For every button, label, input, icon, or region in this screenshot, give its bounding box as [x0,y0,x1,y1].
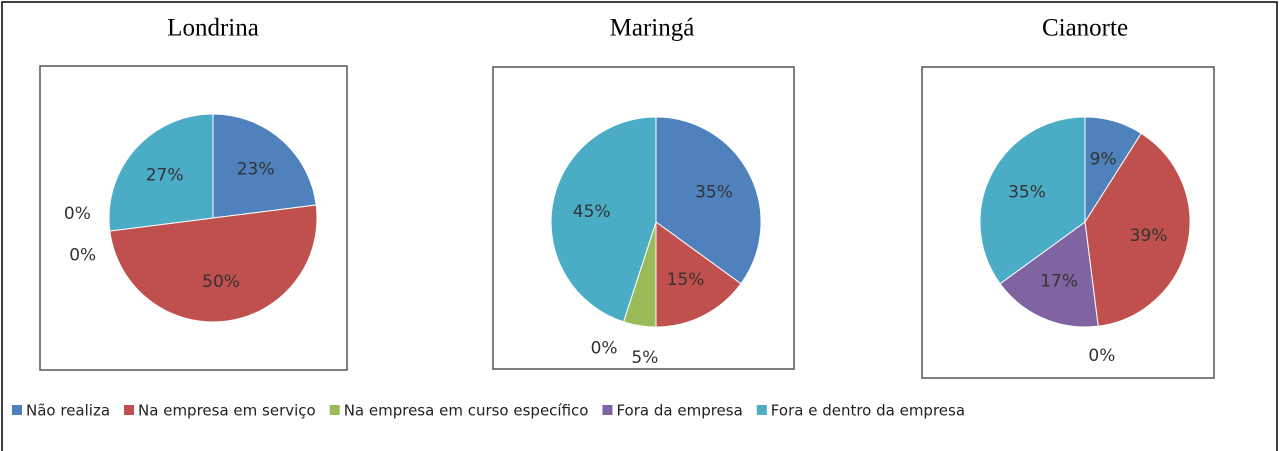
legend-label: Fora da empresa [616,402,742,420]
legend-label: Fora e dentro da empresa [771,402,965,420]
pie-slice [655,221,742,328]
legend-swatch [602,405,613,415]
legend-label: Não realiza [26,402,110,420]
data-label: 0% [69,246,96,266]
pie-slice [999,221,1099,328]
pie-slice [979,116,1086,285]
pie-slice [1084,132,1191,327]
data-label: 15% [667,270,705,290]
chart-title: Maringá [610,15,695,42]
legend-swatch [124,405,135,415]
data-label: 17% [1040,272,1078,292]
legend-label: Na empresa em curso específico [344,402,589,420]
pie-slice [655,116,762,285]
data-label: 0% [591,338,618,358]
data-label: 23% [237,160,275,180]
data-label: 35% [1008,182,1046,202]
data-label: 9% [1090,149,1117,169]
data-label: 0% [64,204,91,224]
pie-slice [550,116,657,323]
legend-swatch [12,405,22,415]
legend-swatch [756,405,767,415]
data-label: 39% [1130,226,1168,246]
data-label: 35% [695,182,733,202]
data-label: 5% [631,348,658,368]
legend-swatch [329,405,340,415]
data-label: 45% [573,202,611,222]
pie-slice [212,113,317,219]
data-label: 27% [146,165,184,185]
pie-slice [108,113,214,232]
data-label: 0% [1088,346,1115,366]
data-label: 50% [202,272,240,292]
pie-slice [109,204,318,323]
chart-title: Londrina [167,15,259,42]
legend-label: Na empresa em serviço [138,402,316,420]
chart-title: Cianorte [1042,15,1128,42]
